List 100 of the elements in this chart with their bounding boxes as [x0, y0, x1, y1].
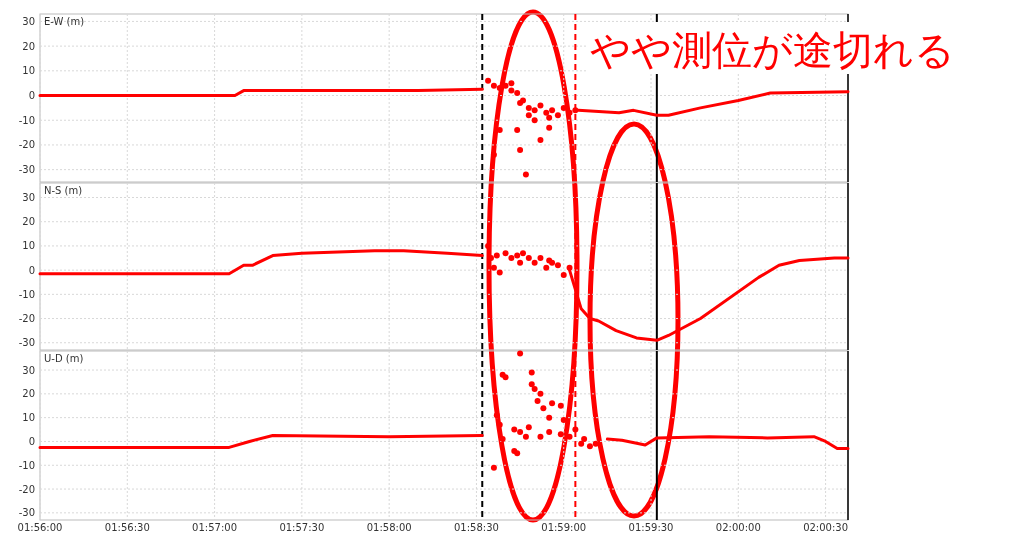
line-series: [38, 434, 484, 449]
point: [554, 112, 561, 119]
point: [508, 80, 515, 87]
point: [557, 431, 564, 438]
point: [522, 171, 529, 178]
point: [508, 87, 515, 94]
point: [522, 433, 529, 440]
point: [554, 262, 561, 269]
y-tick-label: -20: [18, 139, 35, 151]
point: [517, 428, 524, 435]
y-tick-label: 20: [22, 388, 35, 400]
point: [528, 369, 535, 376]
y-tick-label: -10: [18, 288, 35, 300]
y-tick-label: 30: [22, 192, 35, 204]
point: [525, 104, 532, 111]
x-tick-label: 01:56:30: [104, 522, 150, 533]
x-tick-label: 02:00:00: [715, 522, 761, 533]
point: [572, 426, 579, 433]
point: [514, 90, 521, 97]
point: [525, 424, 532, 431]
x-tick-label: 01:58:00: [366, 522, 412, 533]
y-tick-label: 10: [22, 240, 35, 252]
point: [549, 107, 556, 114]
y-axis-title: N-S (m): [44, 185, 83, 196]
point: [490, 82, 497, 89]
point: [485, 77, 492, 84]
x-tick-label: 01:59:00: [541, 522, 587, 533]
x-tick-label: 01:58:30: [453, 522, 499, 533]
point: [499, 436, 506, 443]
point: [537, 102, 544, 109]
point: [560, 417, 567, 424]
point: [578, 440, 585, 447]
point: [566, 264, 573, 271]
y-axis-title: U-D (m): [44, 353, 84, 364]
point: [531, 117, 538, 124]
y-tick-label: 30: [22, 15, 35, 27]
y-tick-label: -30: [18, 507, 35, 519]
y-tick-label: -10: [18, 114, 35, 126]
point: [586, 443, 593, 450]
point: [540, 405, 547, 412]
y-tick-label: -10: [18, 459, 35, 471]
point: [531, 259, 538, 266]
point: [546, 414, 553, 421]
point: [490, 264, 497, 271]
x-tick-label: 01:59:30: [628, 522, 674, 533]
point: [511, 426, 518, 433]
y-tick-label: 0: [28, 90, 35, 102]
y-axis-title: E-W (m): [44, 16, 85, 27]
point: [496, 269, 503, 276]
y-tick-label: 0: [28, 264, 35, 276]
point: [502, 250, 509, 257]
point: [581, 436, 588, 443]
point: [517, 146, 524, 153]
point: [525, 112, 532, 119]
y-tick-label: -30: [18, 164, 35, 176]
line-series: [38, 249, 484, 276]
annotation: やや測位が途切れる: [590, 27, 955, 73]
point: [534, 397, 541, 404]
point: [496, 421, 503, 428]
point: [546, 428, 553, 435]
point: [519, 250, 526, 257]
point: [566, 433, 573, 440]
line-series: [605, 435, 850, 451]
point: [517, 350, 524, 357]
point: [543, 109, 550, 116]
x-tick-label: 01:57:30: [279, 522, 325, 533]
point: [528, 381, 535, 388]
point: [490, 464, 497, 471]
y-tick-label: -20: [18, 313, 35, 325]
point: [537, 433, 544, 440]
point: [572, 107, 579, 114]
point: [557, 402, 564, 409]
point: [493, 252, 500, 259]
point: [525, 255, 532, 262]
y-tick-label: 10: [22, 412, 35, 424]
y-tick-label: 0: [28, 435, 35, 447]
point: [531, 107, 538, 114]
point: [560, 104, 567, 111]
point: [546, 124, 553, 131]
point: [514, 127, 521, 134]
point: [508, 255, 515, 262]
y-tick-label: 20: [22, 216, 35, 228]
point: [490, 151, 497, 158]
point: [537, 255, 544, 262]
point: [560, 271, 567, 278]
x-tick-label: 02:00:30: [803, 522, 849, 533]
point: [592, 440, 599, 447]
point: [543, 264, 550, 271]
point: [514, 252, 521, 259]
y-tick-label: -30: [18, 337, 35, 349]
point: [493, 412, 500, 419]
point: [517, 259, 524, 266]
point: [537, 390, 544, 397]
y-tick-label: 10: [22, 65, 35, 77]
point: [549, 400, 556, 407]
point: [537, 137, 544, 143]
y-tick-label: 30: [22, 364, 35, 376]
x-tick-label: 01:57:00: [192, 522, 238, 533]
y-tick-label: 20: [22, 40, 35, 52]
y-tick-label: -20: [18, 483, 35, 495]
